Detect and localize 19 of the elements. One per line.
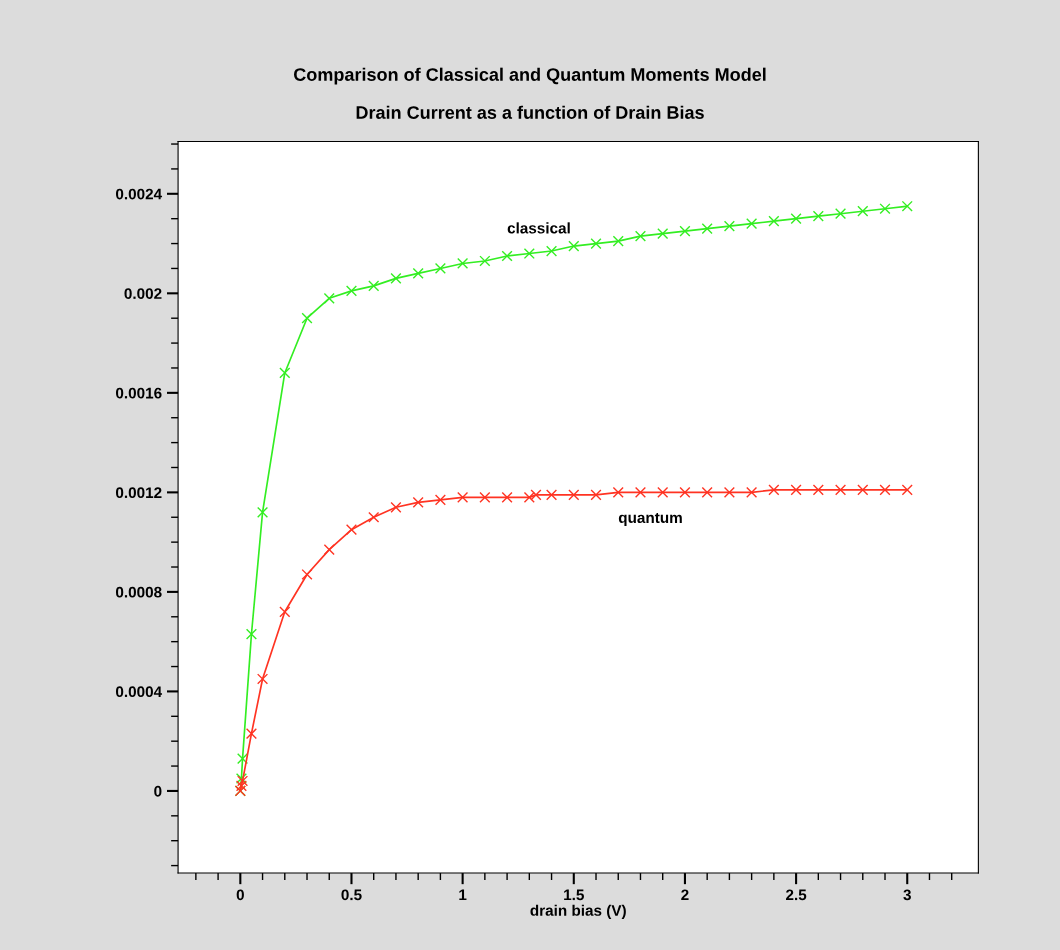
series-label: quantum <box>618 512 682 527</box>
x-tick-label: 3 <box>903 889 911 901</box>
series-label: classical <box>507 222 570 234</box>
x-tick-label: 1 <box>459 889 467 901</box>
x-tick-label: 0 <box>236 889 244 901</box>
chart-subtitle: Drain Current as a function of Drain Bias <box>356 105 704 119</box>
y-tick-label: 0.0012 <box>115 487 162 499</box>
x-tick-label: 0.5 <box>341 889 362 901</box>
y-tick-label: 0.002 <box>124 288 162 300</box>
chart-title: Comparison of Classical and Quantum Moments Model <box>294 67 766 85</box>
y-tick-label: 0 <box>154 785 162 797</box>
x-tick-label: 2 <box>681 889 689 901</box>
x-axis-title: drain bias (V) <box>530 904 626 919</box>
x-tick-label: 2.5 <box>786 889 807 901</box>
y-tick-label: 0.0004 <box>115 686 163 698</box>
y-tick-label: 0.0024 <box>115 188 163 200</box>
y-tick-label: 0.0008 <box>115 586 162 598</box>
y-tick-label: 0.0016 <box>115 387 162 399</box>
x-tick-label: 1.5 <box>564 889 584 901</box>
